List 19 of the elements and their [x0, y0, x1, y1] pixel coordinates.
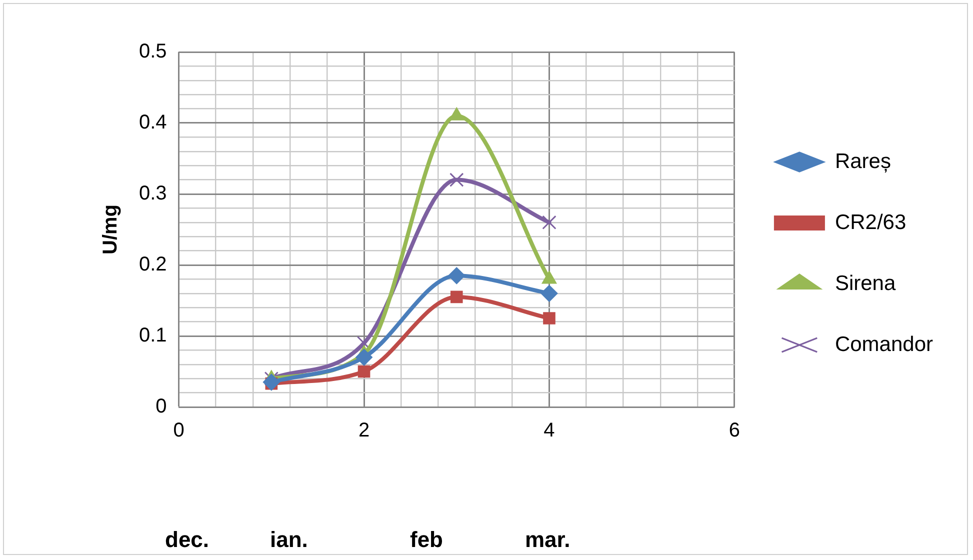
y-tick-label: 0.3 — [138, 182, 167, 205]
x-tick-label: 6 — [728, 420, 740, 442]
y-tick-label: 0.1 — [138, 324, 167, 347]
legend-label: Rareș — [834, 150, 891, 173]
y-tick-label: 0 — [156, 396, 167, 418]
y-axis-title: U/mg — [100, 204, 122, 254]
legend-label: Comandor — [834, 332, 934, 356]
text: dec. — [165, 527, 210, 553]
y-tick-label: 0.4 — [138, 112, 167, 134]
text: mar. — [525, 527, 570, 553]
y-tick-label: 0.5 — [138, 40, 167, 63]
legend-label: Sirena — [834, 272, 896, 295]
x-tick-label: 2 — [358, 420, 370, 442]
x-tick-label: 4 — [544, 420, 555, 442]
x-tick-label: 0 — [173, 420, 184, 442]
legend-label: CR2/63 — [834, 210, 906, 234]
text: ian. — [270, 527, 308, 553]
text: feb — [410, 527, 443, 553]
y-tick-label: 0.2 — [138, 254, 167, 276]
